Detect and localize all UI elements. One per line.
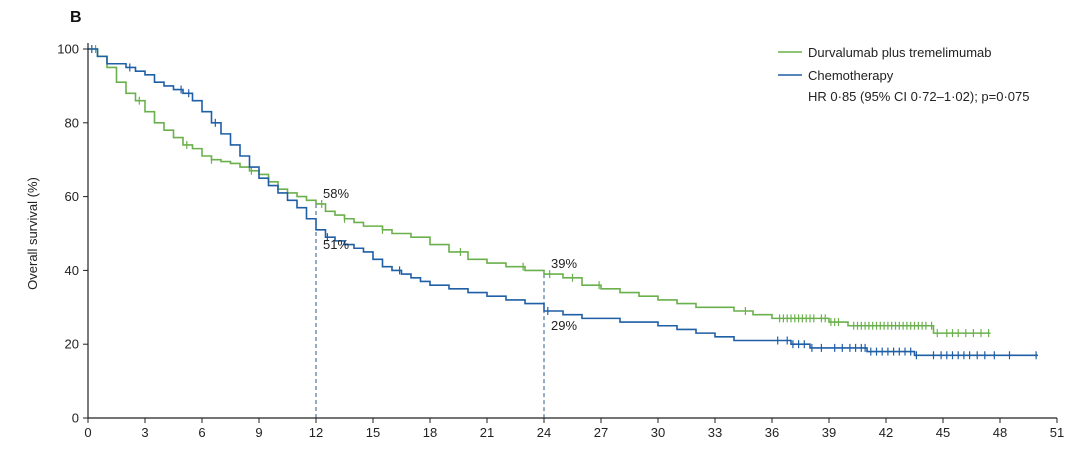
x-tick-label: 51 [1050,425,1064,440]
x-tick-label: 27 [594,425,608,440]
y-tick-label: 40 [65,263,79,278]
hazard-ratio-annotation: HR 0·85 (95% CI 0·72–1·02); p=0·075 [808,89,1029,104]
x-tick-label: 3 [141,425,148,440]
x-tick-label: 6 [198,425,205,440]
y-tick-label: 60 [65,189,79,204]
legend-label-chemotherapy: Chemotherapy [808,68,894,83]
x-tick-label: 12 [309,425,323,440]
x-tick-label: 45 [936,425,950,440]
reference-lines [315,203,545,418]
series-layer [88,45,1038,360]
survival-curve-0 [88,48,991,334]
panel-label: B [70,9,82,26]
x-tick-label: 33 [708,425,722,440]
x-tick-label: 15 [366,425,380,440]
x-tick-label: 30 [651,425,665,440]
y-tick-label: 20 [65,337,79,352]
legend-label-durvalumab: Durvalumab plus tremelimumab [808,45,992,60]
y-axis-title: Overall survival (%) [25,177,40,290]
x-tick-label: 9 [255,425,262,440]
x-tick-label: 0 [84,425,91,440]
survival-curve-1 [88,48,1038,357]
x-tick-label: 36 [765,425,779,440]
x-tick-label: 39 [822,425,836,440]
survival-callout: 51% [323,237,349,252]
x-tick-label: 24 [537,425,551,440]
survival-callout: 58% [323,186,349,201]
y-tick-label: 0 [72,411,79,426]
x-tick-label: 18 [423,425,437,440]
axes: 0 3 6 9 12 15 18 21 24 27 30 33 36 39 42 45 48 5102040608… [57,42,1064,441]
y-tick-label: 80 [65,115,79,130]
survival-callout: 39% [551,256,577,271]
x-tick-label: 21 [480,425,494,440]
x-tick-label: 42 [879,425,893,440]
callout-layer: 58% 39% 51% 29% [323,186,577,333]
y-tick-label: 100 [57,42,79,57]
legend: Durvalumab plus tremelimumab Chemotherap… [778,45,1029,104]
x-tick-label: 48 [993,425,1007,440]
survival-callout: 29% [551,318,577,333]
